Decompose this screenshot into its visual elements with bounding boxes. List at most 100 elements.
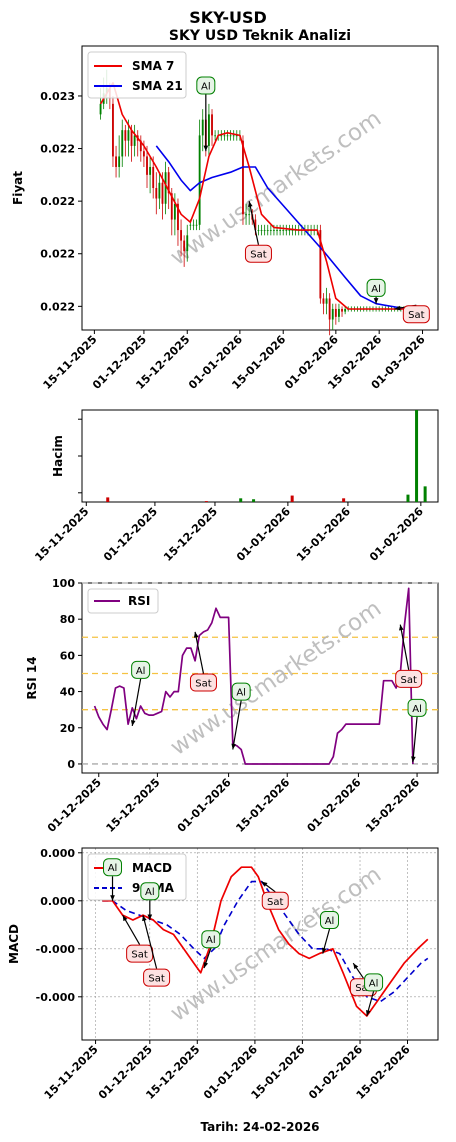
volume-bar: [290, 495, 294, 502]
candle-body: [167, 172, 170, 194]
signal-arrow-head: [203, 962, 209, 968]
volume-bar: [415, 410, 419, 502]
candle-body: [288, 230, 291, 231]
candle-body: [223, 135, 226, 137]
buy-signal: Al: [320, 911, 340, 954]
signal-arrow-head: [110, 895, 115, 901]
x-tick-label: 15-01-2026: [294, 505, 353, 564]
signal-label-box: [320, 911, 340, 929]
x-tick-label: 15-11-2025: [32, 505, 91, 564]
candle-body: [229, 135, 232, 137]
x-tick-label: 01-02-2026: [367, 505, 426, 564]
buy-signal: Al: [407, 698, 427, 763]
signal-label: Sat: [408, 310, 424, 321]
signal-arrow-head: [122, 915, 128, 922]
signal-label: Al: [371, 284, 381, 295]
sell-signal: Sat: [261, 881, 289, 910]
candle-body: [127, 130, 130, 141]
candle-body: [99, 103, 102, 115]
y-tick-label: 0.000: [40, 847, 75, 860]
candle-body: [322, 298, 325, 304]
candle-body: [235, 135, 238, 137]
signal-label: Sat: [400, 675, 416, 686]
candle-body: [276, 230, 278, 231]
y-axis-label: RSI 14: [25, 656, 39, 699]
candle-body: [344, 308, 347, 312]
candle-body: [260, 230, 263, 231]
watermark-text: www.uscmarkets.com: [166, 862, 386, 1027]
y-axis-label: MACD: [7, 924, 21, 964]
price-frame: [81, 45, 439, 331]
candle-body: [164, 172, 167, 204]
signal-label-box: [366, 278, 386, 297]
signal-label: Al: [145, 887, 155, 898]
signal-label: Al: [108, 863, 118, 874]
signal-label: Al: [412, 704, 422, 715]
macd-frame: [81, 847, 439, 1041]
y-tick-label: -0.000: [36, 991, 76, 1004]
sell-signal: Sat: [142, 915, 171, 987]
candle-body: [269, 230, 272, 231]
signal-arrow-head: [394, 305, 401, 311]
signal-label-box: [395, 669, 423, 688]
signal-arrow-head: [353, 963, 359, 970]
candle-body: [211, 114, 213, 136]
x-tick-label: 15-12-2025: [161, 505, 220, 564]
candle-body: [242, 140, 244, 215]
candle-body: [173, 203, 176, 220]
candle-body: [124, 130, 127, 141]
signal-arrow-head: [193, 631, 199, 638]
volume-bar: [106, 497, 110, 502]
signal-label: Sat: [131, 950, 147, 961]
y-tick-label: 80: [60, 613, 76, 626]
signal-label-box: [231, 682, 251, 701]
candle-body: [152, 166, 155, 188]
candle-body: [220, 135, 223, 137]
buy-signal: Al: [364, 973, 384, 1017]
signal-label-box: [131, 660, 151, 679]
candle-body: [183, 240, 186, 252]
y-tick-label: 40: [60, 686, 76, 699]
signal-label-box: [364, 973, 384, 992]
volume-bar: [204, 501, 208, 502]
candle-body: [232, 135, 235, 137]
signal-label-box: [407, 698, 427, 717]
buy-signal: Al: [231, 682, 251, 750]
candle-body: [207, 114, 210, 146]
signal-arrow-head: [411, 756, 416, 763]
candle-body: [198, 135, 201, 225]
y-tick-label: 0.022: [40, 195, 75, 208]
candle-body: [248, 214, 251, 216]
candle-body: [266, 230, 269, 231]
rsi-frame: [81, 582, 439, 774]
volume-bar: [239, 498, 243, 502]
candle-body: [201, 119, 204, 136]
y-tick-label: 100: [52, 577, 75, 590]
candle-body: [121, 130, 124, 157]
candle-body: [214, 135, 217, 137]
sell-signal: Sat: [395, 624, 423, 688]
candle-body: [334, 308, 337, 317]
legend: RSI: [87, 588, 159, 614]
signal-arrow-line: [399, 624, 410, 671]
buy-signal: Al: [140, 882, 160, 920]
candle-body: [285, 230, 288, 231]
signal-label: Al: [201, 81, 211, 92]
volume-bar: [406, 494, 410, 502]
chart-subtitle: SKY USD Teknik Analizi: [169, 28, 351, 44]
x-tick-label: 01-01-2026: [234, 505, 293, 564]
candle-body: [282, 230, 285, 231]
legend-label: MACD: [132, 861, 172, 875]
candle-body: [291, 230, 294, 231]
candle-body: [158, 182, 161, 199]
signal-label-box: [201, 930, 221, 949]
signal-label-box: [244, 244, 272, 263]
chart-title: SKY-USD: [189, 8, 267, 27]
x-tick-label: 01-12-2025: [45, 776, 104, 835]
volume-frame: [81, 409, 439, 503]
buy-signal: Al: [366, 278, 386, 304]
x-tick-label: 15-12-2025: [104, 776, 163, 835]
volume-plot: [78, 410, 427, 502]
